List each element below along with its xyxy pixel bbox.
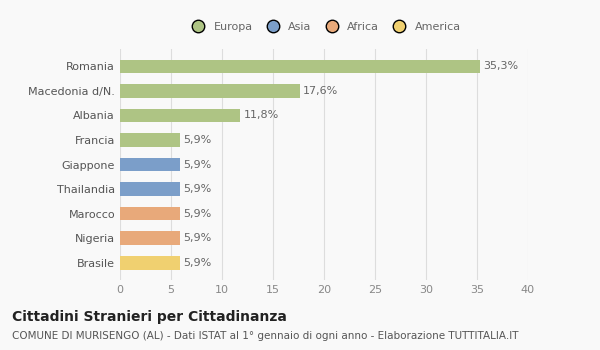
Text: COMUNE DI MURISENGO (AL) - Dati ISTAT al 1° gennaio di ogni anno - Elaborazione : COMUNE DI MURISENGO (AL) - Dati ISTAT al… [12,331,518,341]
Text: Cittadini Stranieri per Cittadinanza: Cittadini Stranieri per Cittadinanza [12,310,287,324]
Bar [120,108,241,122]
Bar [120,182,180,196]
Text: 5,9%: 5,9% [183,184,211,194]
Bar [120,256,180,270]
Text: 17,6%: 17,6% [302,86,338,96]
Text: 5,9%: 5,9% [183,160,211,169]
Text: 35,3%: 35,3% [483,61,518,71]
Bar [120,158,180,171]
Bar [120,60,480,73]
Bar [120,84,299,98]
Text: 5,9%: 5,9% [183,209,211,219]
Text: 5,9%: 5,9% [183,233,211,243]
Legend: Europa, Asia, Africa, America: Europa, Asia, Africa, America [182,18,466,36]
Text: 5,9%: 5,9% [183,135,211,145]
Bar [120,231,180,245]
Text: 5,9%: 5,9% [183,258,211,268]
Text: 11,8%: 11,8% [244,110,278,120]
Bar [120,207,180,220]
Bar [120,133,180,147]
